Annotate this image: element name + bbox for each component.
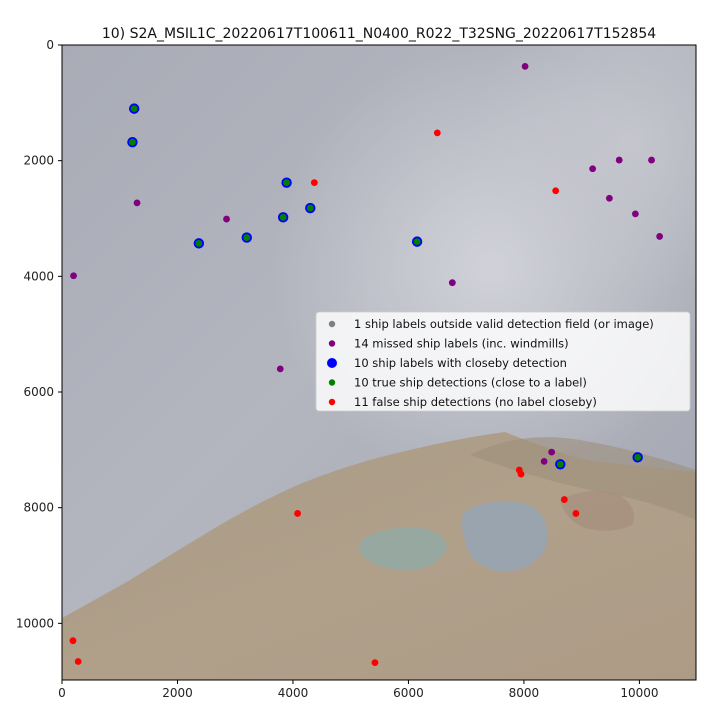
legend-marker-2 xyxy=(327,358,337,368)
y-axis: 0 2000 4000 6000 8000 10000 xyxy=(16,38,62,630)
marker-series-3 xyxy=(243,234,251,241)
marker-series-1 xyxy=(631,210,639,218)
marker-series-1 xyxy=(605,194,613,202)
legend-label-3: 10 true ship detections (close to a labe… xyxy=(354,376,587,390)
marker-series-3 xyxy=(130,105,138,113)
x-axis: 0 2000 4000 6000 8000 10000 xyxy=(58,680,659,700)
legend-marker-3 xyxy=(328,379,336,386)
marker-series-4 xyxy=(371,659,379,667)
chart-title: 10) S2A_MSIL1C_20220617T100611_N0400_R02… xyxy=(102,26,656,42)
marker-series-1 xyxy=(223,215,230,223)
marker-series-4 xyxy=(552,187,560,195)
marker-series-1 xyxy=(521,62,529,70)
y-tick-label: 10000 xyxy=(16,616,54,630)
marker-series-4 xyxy=(433,129,441,137)
marker-series-1 xyxy=(615,156,623,164)
legend-marker-4 xyxy=(328,398,336,406)
marker-series-1 xyxy=(540,457,548,465)
legend-label-0: 1 ship labels outside valid detection fi… xyxy=(354,317,654,331)
marker-series-1 xyxy=(448,279,456,287)
legend-label-4: 11 false ship detections (no label close… xyxy=(354,395,597,409)
marker-series-3 xyxy=(306,204,314,212)
x-tick-label: 2000 xyxy=(162,686,193,700)
legend-marker-0 xyxy=(328,320,336,328)
marker-series-1 xyxy=(133,199,141,207)
marker-series-1 xyxy=(70,272,77,280)
marker-series-4 xyxy=(69,637,77,645)
marker-series-1 xyxy=(648,156,655,164)
marker-series-4 xyxy=(294,510,301,517)
marker-series-4 xyxy=(560,496,568,503)
x-tick-label: 4000 xyxy=(278,686,309,700)
plot-frame xyxy=(61,44,697,681)
y-tick-label: 2000 xyxy=(23,154,54,168)
y-tick-label: 0 xyxy=(46,38,54,52)
x-tick-label: 10000 xyxy=(620,686,658,700)
legend: 1 ship labels outside valid detection fi… xyxy=(315,311,691,412)
marker-series-4 xyxy=(517,470,525,478)
y-tick-label: 4000 xyxy=(23,269,54,283)
marker-series-1 xyxy=(589,165,597,173)
marker-series-1 xyxy=(276,365,284,373)
x-tick-label: 6000 xyxy=(393,686,424,700)
data-markers xyxy=(69,62,664,667)
marker-series-3 xyxy=(279,213,287,221)
legend-label-1: 14 missed ship labels (inc. windmills) xyxy=(354,337,569,351)
marker-series-4 xyxy=(572,510,580,517)
marker-series-1 xyxy=(548,448,556,456)
legend-marker-1 xyxy=(328,340,336,347)
legend-box xyxy=(315,311,691,412)
y-tick-label: 8000 xyxy=(23,501,54,515)
marker-series-3 xyxy=(556,460,564,468)
legend-label-2: 10 ship labels with closeby detection xyxy=(354,356,567,370)
marker-series-3 xyxy=(413,238,421,246)
y-tick-label: 6000 xyxy=(23,385,54,399)
marker-series-3 xyxy=(129,138,136,146)
x-tick-label: 0 xyxy=(58,686,66,700)
x-tick-label: 8000 xyxy=(509,686,540,700)
marker-series-3 xyxy=(195,239,203,247)
marker-series-3 xyxy=(283,179,291,187)
marker-series-3 xyxy=(634,453,642,461)
marker-series-4 xyxy=(74,658,82,665)
marker-series-1 xyxy=(656,233,664,240)
marker-series-4 xyxy=(310,179,318,187)
